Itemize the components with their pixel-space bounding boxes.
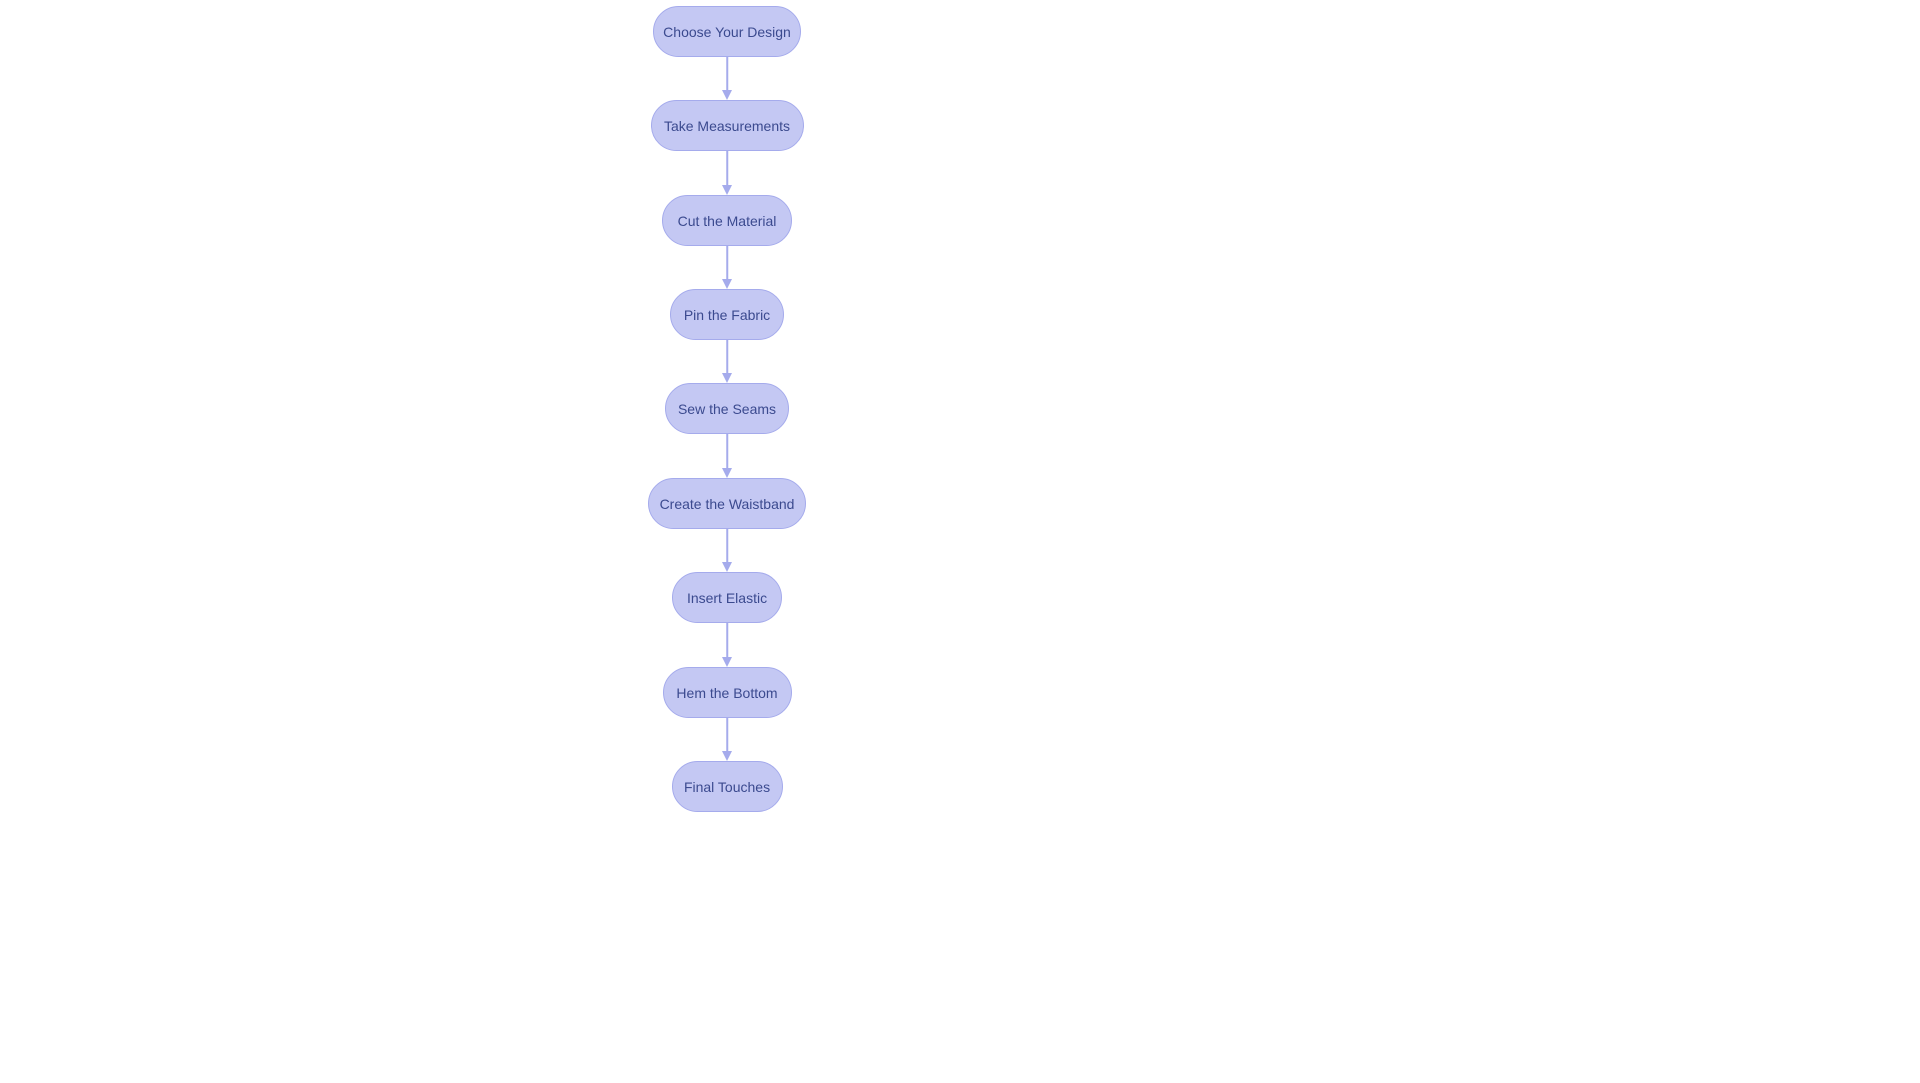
flowchart-edge-arrowhead bbox=[722, 90, 732, 100]
flowchart-node: Create the Waistband bbox=[648, 478, 806, 529]
flowchart-edge-arrowhead bbox=[722, 468, 732, 478]
flowchart-edge-line bbox=[726, 718, 728, 751]
flowchart-edge-arrowhead bbox=[722, 751, 732, 761]
flowchart-edge-arrowhead bbox=[722, 562, 732, 572]
flowchart-node-label: Final Touches bbox=[684, 779, 770, 795]
flowchart-canvas: Choose Your Design Take Measurements Cut t… bbox=[0, 0, 1920, 1083]
flowchart-node-label: Cut the Material bbox=[678, 213, 777, 229]
flowchart-node-label: Sew the Seams bbox=[678, 401, 776, 417]
flowchart-node: Hem the Bottom bbox=[663, 667, 792, 718]
flowchart-edge-line bbox=[726, 57, 728, 90]
flowchart-edge-line bbox=[726, 151, 728, 185]
flowchart-node: Pin the Fabric bbox=[670, 289, 784, 340]
flowchart-edge-arrowhead bbox=[722, 657, 732, 667]
flowchart-node-label: Take Measurements bbox=[664, 118, 790, 134]
flowchart-node: Take Measurements bbox=[651, 100, 804, 151]
flowchart-edge-line bbox=[726, 340, 728, 373]
flowchart-node-label: Pin the Fabric bbox=[684, 307, 770, 323]
flowchart-node-label: Hem the Bottom bbox=[676, 685, 777, 701]
flowchart-node-label: Insert Elastic bbox=[687, 590, 767, 606]
flowchart-node-label: Create the Waistband bbox=[660, 496, 795, 512]
flowchart-edge-arrowhead bbox=[722, 373, 732, 383]
flowchart-node: Insert Elastic bbox=[672, 572, 782, 623]
flowchart-edge-line bbox=[726, 434, 728, 468]
flowchart-edge-line bbox=[726, 246, 728, 279]
flowchart-edge-line bbox=[726, 529, 728, 562]
flowchart-node: Sew the Seams bbox=[665, 383, 789, 434]
flowchart-node: Cut the Material bbox=[662, 195, 792, 246]
flowchart-node: Choose Your Design bbox=[653, 6, 801, 57]
flowchart-node-label: Choose Your Design bbox=[663, 24, 791, 40]
flowchart-edge-arrowhead bbox=[722, 279, 732, 289]
flowchart-edge-line bbox=[726, 623, 728, 657]
flowchart-node: Final Touches bbox=[672, 761, 783, 812]
flowchart-edge-arrowhead bbox=[722, 185, 732, 195]
